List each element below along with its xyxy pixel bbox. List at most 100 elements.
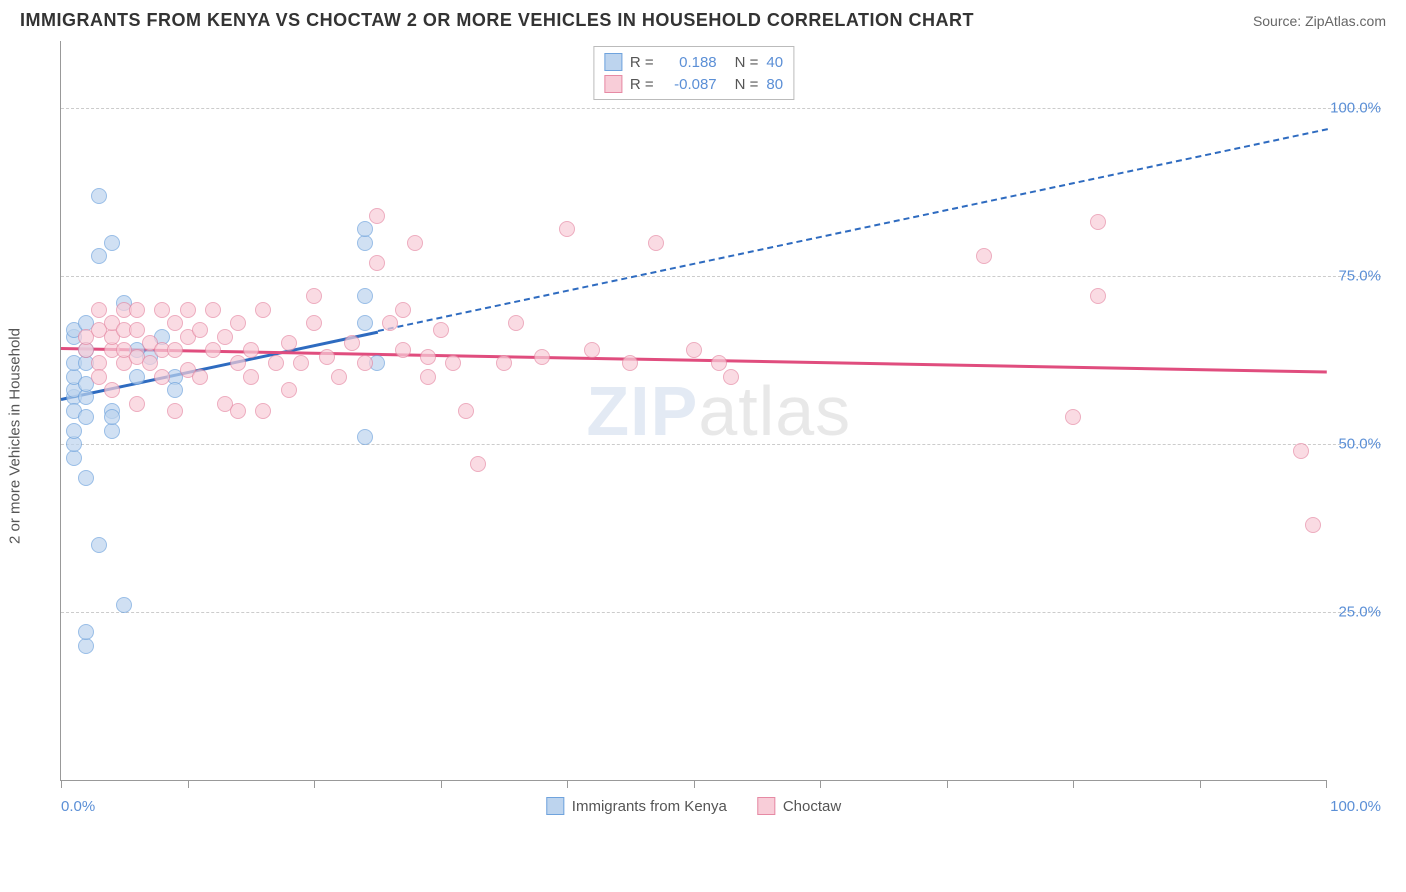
scatter-point: [205, 342, 221, 358]
legend-label: Choctaw: [783, 798, 841, 815]
scatter-point: [395, 302, 411, 318]
chart-container: 2 or more Vehicles in Household ZIPatlas…: [50, 41, 1386, 831]
scatter-point: [230, 355, 246, 371]
scatter-point: [91, 248, 107, 264]
scatter-point: [281, 335, 297, 351]
scatter-point: [711, 355, 727, 371]
legend-swatch-icon: [546, 797, 564, 815]
y-axis-label: 2 or more Vehicles in Household: [7, 328, 24, 544]
gridline: [61, 108, 1381, 109]
scatter-point: [91, 302, 107, 318]
plot-area: ZIPatlas R = 0.188 N = 40 R = -0.087 N =…: [60, 41, 1326, 781]
series-legend: Immigrants from Kenya Choctaw: [546, 797, 841, 815]
scatter-point: [255, 302, 271, 318]
scatter-point: [1293, 443, 1309, 459]
scatter-point: [433, 322, 449, 338]
watermark: ZIPatlas: [586, 371, 851, 451]
gridline: [61, 612, 1381, 613]
r-label: R =: [630, 76, 654, 93]
scatter-point: [167, 382, 183, 398]
scatter-point: [91, 369, 107, 385]
scatter-point: [306, 315, 322, 331]
scatter-point: [167, 342, 183, 358]
scatter-point: [91, 188, 107, 204]
chart-title: IMMIGRANTS FROM KENYA VS CHOCTAW 2 OR MO…: [20, 10, 974, 31]
scatter-point: [243, 342, 259, 358]
scatter-point: [686, 342, 702, 358]
legend-row-kenya: R = 0.188 N = 40: [604, 51, 783, 73]
x-tick: [947, 780, 948, 788]
x-tick: [61, 780, 62, 788]
scatter-point: [357, 429, 373, 445]
scatter-point: [458, 403, 474, 419]
scatter-point: [281, 382, 297, 398]
scatter-point: [78, 409, 94, 425]
scatter-point: [192, 322, 208, 338]
legend-item-choctaw: Choctaw: [757, 797, 841, 815]
gridline: [61, 276, 1381, 277]
x-tick: [694, 780, 695, 788]
scatter-point: [559, 221, 575, 237]
scatter-point: [445, 355, 461, 371]
n-label: N =: [735, 76, 759, 93]
scatter-point: [129, 369, 145, 385]
scatter-point: [357, 221, 373, 237]
scatter-point: [976, 248, 992, 264]
r-value-kenya: 0.188: [662, 54, 717, 71]
x-tick: [1326, 780, 1327, 788]
scatter-point: [180, 302, 196, 318]
scatter-point: [369, 255, 385, 271]
scatter-point: [192, 369, 208, 385]
y-tick-label: 100.0%: [1330, 100, 1381, 117]
scatter-point: [78, 470, 94, 486]
scatter-point: [104, 382, 120, 398]
scatter-point: [116, 597, 132, 613]
scatter-point: [344, 335, 360, 351]
y-tick-label: 50.0%: [1338, 436, 1381, 453]
y-tick-label: 25.0%: [1338, 604, 1381, 621]
scatter-point: [331, 369, 347, 385]
x-tick: [1200, 780, 1201, 788]
scatter-point: [622, 355, 638, 371]
scatter-point: [319, 349, 335, 365]
scatter-point: [293, 355, 309, 371]
x-tick: [314, 780, 315, 788]
scatter-point: [205, 302, 221, 318]
x-tick: [567, 780, 568, 788]
x-axis-min-label: 0.0%: [61, 798, 95, 815]
gridline: [61, 444, 1381, 445]
scatter-point: [167, 403, 183, 419]
scatter-point: [357, 315, 373, 331]
scatter-point: [66, 423, 82, 439]
scatter-point: [230, 315, 246, 331]
x-tick: [820, 780, 821, 788]
x-tick: [188, 780, 189, 788]
scatter-point: [1090, 214, 1106, 230]
scatter-point: [255, 403, 271, 419]
legend-swatch-choctaw: [604, 75, 622, 93]
scatter-point: [129, 396, 145, 412]
scatter-point: [395, 342, 411, 358]
n-value-choctaw: 80: [766, 76, 783, 93]
scatter-point: [306, 288, 322, 304]
scatter-point: [129, 302, 145, 318]
scatter-point: [496, 355, 512, 371]
x-tick: [441, 780, 442, 788]
scatter-point: [1065, 409, 1081, 425]
x-axis-max-label: 100.0%: [1330, 798, 1381, 815]
n-value-kenya: 40: [766, 54, 783, 71]
scatter-point: [534, 349, 550, 365]
scatter-point: [648, 235, 664, 251]
legend-row-choctaw: R = -0.087 N = 80: [604, 73, 783, 95]
scatter-point: [1090, 288, 1106, 304]
scatter-point: [230, 403, 246, 419]
legend-swatch-icon: [757, 797, 775, 815]
scatter-point: [104, 409, 120, 425]
r-value-choctaw: -0.087: [662, 76, 717, 93]
scatter-point: [382, 315, 398, 331]
scatter-point: [470, 456, 486, 472]
scatter-point: [357, 288, 373, 304]
scatter-point: [357, 355, 373, 371]
r-label: R =: [630, 54, 654, 71]
scatter-point: [268, 355, 284, 371]
